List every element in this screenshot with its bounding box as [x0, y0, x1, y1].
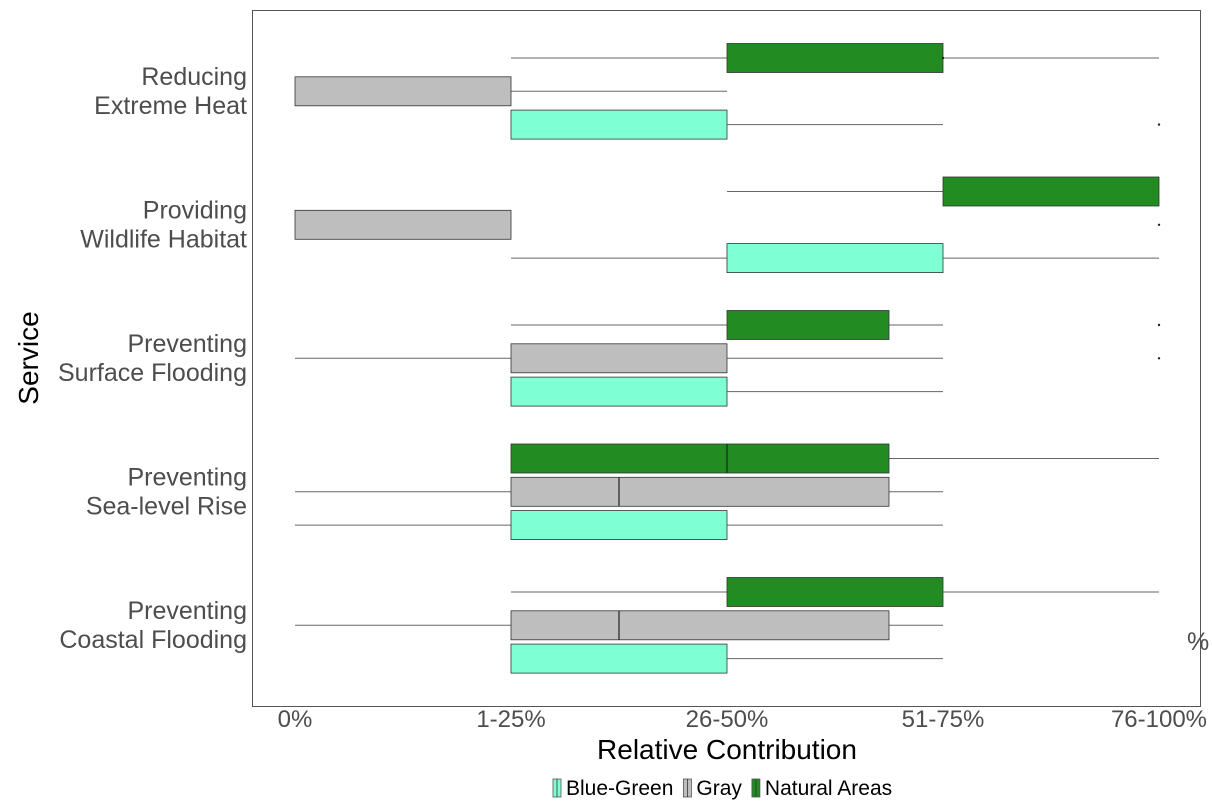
service-label-providing-wildlife-habitat-line-2: Wildlife Habitat	[80, 226, 247, 254]
legend-label-natural-areas: Natural Areas	[765, 777, 892, 800]
service-label-preventing-surface-flooding-line-1: Preventing	[127, 330, 247, 358]
box-providing-wildlife-habitat-blue-green	[726, 243, 944, 274]
box-providing-wildlife-habitat-gray	[294, 209, 512, 240]
service-label-preventing-sea-level-rise-line-1: Preventing	[127, 464, 247, 492]
box-preventing-sea-level-rise-gray	[510, 476, 890, 507]
x-tick-76-100: 76-100%	[1111, 706, 1207, 733]
outlier-reducing-extreme-heat-natural-areas-0	[941, 56, 945, 60]
box-preventing-coastal-flooding-natural-areas	[726, 577, 944, 607]
box-preventing-sea-level-rise-natural-areas	[510, 443, 890, 474]
service-label-reducing-extreme-heat-line-1: Reducing	[141, 63, 247, 91]
service-label-reducing-extreme-heat-line-2: Extreme Heat	[94, 92, 247, 120]
legend-label-blue-green: Blue-Green	[566, 777, 673, 800]
service-label-preventing-surface-flooding-line-2: Surface Flooding	[58, 359, 247, 387]
box-preventing-surface-flooding-blue-green	[510, 376, 728, 407]
outlier-preventing-surface-flooding-natural-areas-0	[1157, 323, 1161, 327]
y-axis-title: Service	[13, 311, 44, 404]
x-axis-tick-labels: 0% 1-25% 26-50% 51-75% 76-100%	[278, 706, 1207, 733]
box-preventing-surface-flooding-gray	[510, 343, 728, 374]
service-label-preventing-sea-level-rise-line-2: Sea-level Rise	[86, 493, 247, 521]
service-label-preventing-coastal-flooding-line-1: Preventing	[127, 597, 247, 625]
box-preventing-sea-level-rise-blue-green	[510, 510, 728, 541]
box-providing-wildlife-habitat-natural-areas	[942, 176, 1160, 207]
box-reducing-extreme-heat-natural-areas	[726, 43, 944, 73]
chart-marks	[294, 43, 1161, 674]
stray-percent-label: %	[1187, 628, 1209, 656]
service-label-preventing-coastal-flooding-line-2: Coastal Flooding	[59, 626, 247, 654]
outlier-reducing-extreme-heat-blue-green-0	[1157, 123, 1161, 126]
service-label-providing-wildlife-habitat-line-1: Providing	[143, 197, 247, 225]
legend: Blue-Green Gray Natural Areas	[552, 777, 892, 800]
box-reducing-extreme-heat-blue-green	[510, 109, 728, 140]
box-preventing-surface-flooding-natural-areas	[726, 310, 890, 340]
x-tick-26-50: 26-50%	[686, 706, 769, 733]
x-axis-title: Relative Contribution	[597, 734, 857, 765]
box-preventing-coastal-flooding-blue-green	[510, 643, 728, 674]
box-preventing-coastal-flooding-gray	[510, 610, 890, 641]
x-tick-51-75: 51-75%	[902, 706, 985, 733]
legend-label-gray: Gray	[696, 777, 742, 800]
box-reducing-extreme-heat-gray	[294, 76, 512, 107]
x-tick-1-25: 1-25%	[476, 706, 545, 733]
outlier-providing-wildlife-habitat-gray-0	[1157, 223, 1161, 226]
outlier-preventing-surface-flooding-gray-0	[1157, 357, 1161, 360]
x-tick-0: 0%	[278, 706, 313, 733]
